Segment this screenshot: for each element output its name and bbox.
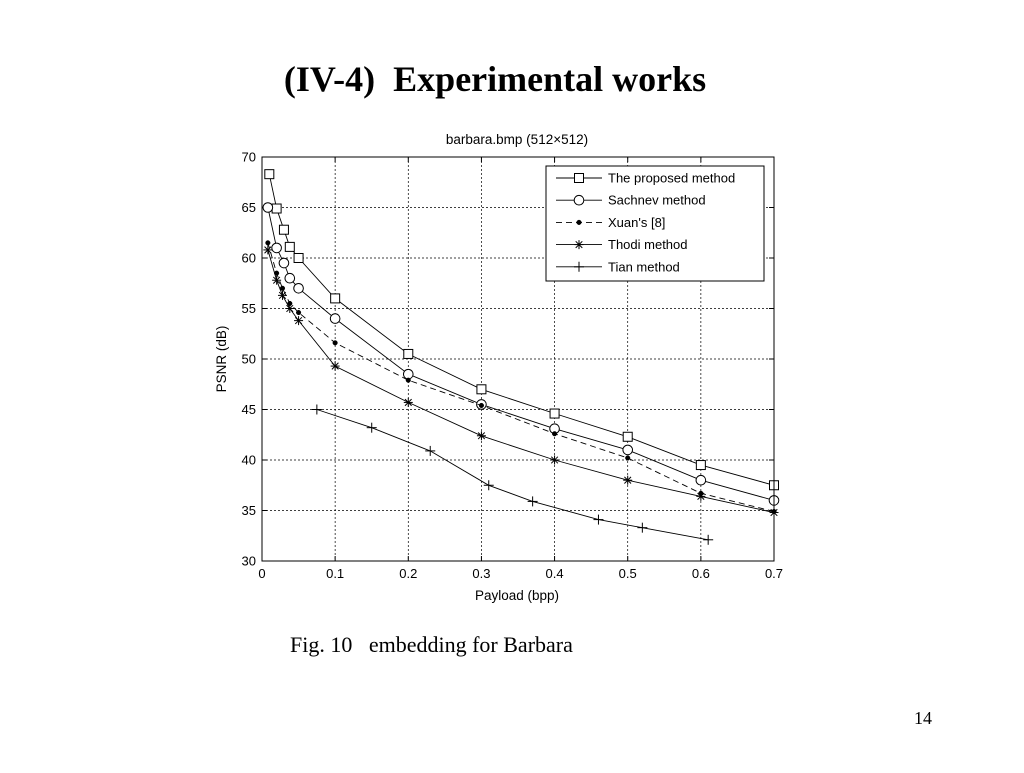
data-point-dot (405, 377, 411, 383)
y-tick-label: 50 (242, 352, 256, 367)
page-number: 14 (914, 708, 932, 728)
legend-item-tian-method: Tian method (556, 259, 680, 274)
data-point-circle (622, 444, 634, 456)
data-point-circle (271, 242, 282, 254)
data-point-plus (366, 422, 377, 433)
data-point-circle (278, 257, 290, 269)
data-point-plus (703, 534, 714, 545)
data-point-star (476, 431, 486, 441)
series-xuan-s-8 (265, 240, 777, 515)
x-tick-label: 0.5 (619, 566, 637, 581)
data-point-star (263, 245, 273, 255)
y-tick-label: 55 (242, 301, 256, 316)
data-point-star (277, 290, 287, 300)
slide-title: (IV-4) Experimental works (283, 59, 707, 99)
legend-label: Sachnev method (608, 193, 706, 208)
series-line (267, 242, 775, 512)
data-point-dot (576, 219, 582, 225)
data-point-star (623, 475, 633, 485)
legend-item-sachnev-method: Sachnev method (556, 193, 706, 208)
legend-item-thodi-method: Thodi method (556, 237, 688, 252)
data-point-star (285, 304, 295, 313)
data-point-dot (332, 340, 338, 346)
data-point-plus (483, 480, 494, 491)
data-point-plus (311, 404, 322, 415)
y-tick-label: 30 (242, 554, 256, 569)
y-tick-label: 40 (242, 453, 256, 468)
grid-lines (262, 157, 774, 561)
y-tick-label: 70 (242, 150, 256, 165)
data-point-square (330, 293, 341, 304)
data-point-plus (425, 445, 436, 456)
y-axis-label: PSNR (dB) (214, 326, 229, 393)
y-tick-label: 60 (242, 251, 256, 266)
data-point-star (294, 316, 304, 326)
legend-label: Xuan's [8] (608, 215, 665, 230)
series-thodi-method (263, 245, 779, 518)
data-point-star (330, 361, 340, 371)
data-point-circle (573, 194, 585, 206)
x-tick-label: 0.6 (692, 566, 710, 581)
data-point-circle (329, 313, 341, 324)
data-point-circle (695, 474, 707, 486)
data-point-plus (637, 522, 648, 533)
data-point-circle (402, 368, 414, 380)
x-tick-label: 0.4 (546, 566, 564, 581)
x-axis-label: Payload (bpp) (475, 588, 559, 603)
legend-label: The proposed method (608, 171, 735, 186)
data-point-square (271, 203, 282, 214)
x-tick-label: 0.2 (399, 566, 417, 581)
data-point-square (476, 384, 487, 395)
chart-title: barbara.bmp (512×512) (446, 132, 588, 147)
legend-box (545, 165, 765, 282)
data-point-square (278, 224, 289, 235)
data-point-dot (552, 431, 558, 437)
data-point-dot (625, 455, 631, 461)
data-point-square (695, 460, 706, 471)
figure-caption: Fig. 10 embedding for Barbara (290, 632, 573, 657)
legend: The proposed method Sachnev method Xuan's … (545, 165, 765, 282)
series-line (316, 409, 709, 541)
data-point-circle (262, 202, 274, 213)
data-point-dot (279, 285, 286, 291)
data-point-dot (296, 309, 302, 316)
data-point-square (264, 169, 275, 180)
data-point-plus (593, 514, 604, 525)
data-point-plus (574, 261, 584, 272)
data-point-plus (527, 496, 538, 507)
y-tick-label: 45 (242, 402, 256, 417)
y-tick-label: 65 (242, 200, 256, 215)
data-point-circle (284, 272, 296, 284)
legend-label: Tian method (608, 259, 680, 274)
data-point-star (272, 275, 282, 285)
data-point-star (574, 240, 584, 250)
y-tick-label: 35 (242, 503, 256, 518)
data-point-dot (478, 402, 484, 409)
legend-label: Thodi method (608, 237, 688, 252)
data-point-square (293, 253, 304, 263)
data-point-circle (293, 283, 304, 294)
x-tick-label: 0 (258, 566, 265, 581)
data-point-dot (265, 240, 271, 246)
data-point-square (574, 173, 584, 183)
data-point-square (549, 408, 560, 419)
data-point-square (403, 348, 414, 359)
legend-item-the-proposed-method: The proposed method (556, 171, 735, 186)
series-tian-method (311, 404, 714, 545)
x-tick-label: 0.7 (765, 566, 783, 581)
data-point-square (622, 431, 633, 442)
x-tick-label: 0.3 (472, 566, 490, 581)
plot-frame (261, 156, 775, 562)
data-point-star (550, 455, 560, 465)
data-point-square (284, 241, 295, 252)
legend-item-xuan-s-8: Xuan's [8] (556, 215, 665, 230)
data-point-star (696, 491, 706, 501)
series-line (267, 249, 775, 513)
data-point-star (403, 397, 413, 407)
x-tick-label: 0.1 (326, 566, 344, 581)
